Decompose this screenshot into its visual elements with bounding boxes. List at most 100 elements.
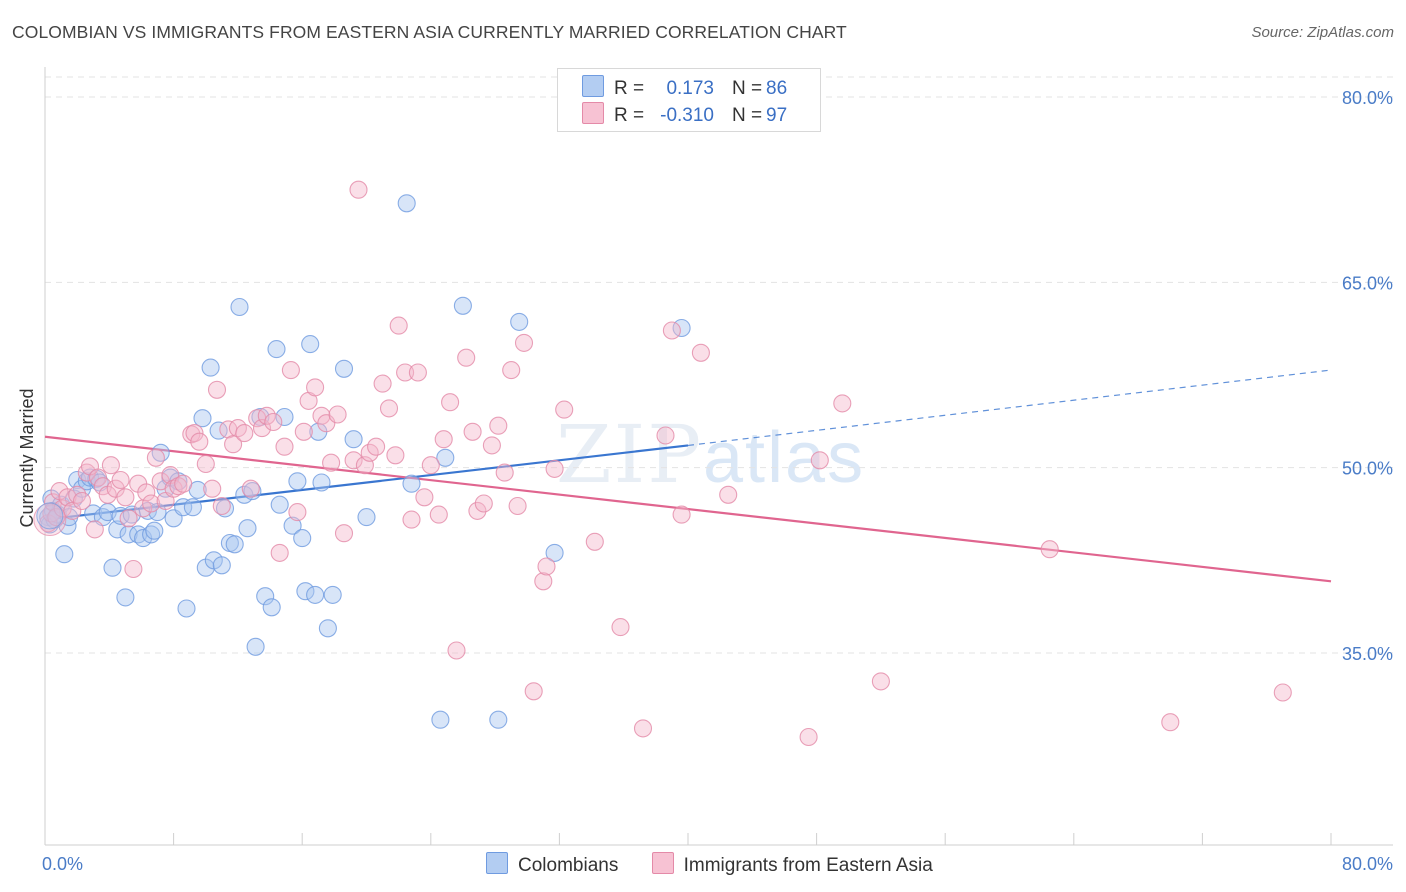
colombians-point xyxy=(318,619,337,638)
cluster-point xyxy=(33,503,67,537)
eastern-asia-point xyxy=(633,719,653,738)
colombians-point xyxy=(212,556,231,575)
colombians-point xyxy=(270,495,289,514)
x-tick-label: 0.0% xyxy=(42,854,83,874)
colombians-point xyxy=(145,521,164,540)
eastern-asia-point xyxy=(537,557,556,576)
colombians-point xyxy=(230,297,249,317)
eastern-asia-point xyxy=(396,363,415,382)
stats-legend: R = 0.173 N = 86 R = -0.310 N = 97 xyxy=(557,68,821,132)
eastern-asia-point xyxy=(611,618,630,637)
eastern-asia-point xyxy=(328,405,347,424)
eastern-asia-point xyxy=(322,453,341,472)
y-tick-label: 65.0% xyxy=(1342,273,1393,293)
r-value: 0.173 xyxy=(666,78,714,99)
eastern-asia-point xyxy=(235,424,254,443)
eastern-asia-point xyxy=(662,321,681,340)
eastern-asia-point xyxy=(408,363,427,382)
eastern-asia-point xyxy=(88,468,108,487)
r-label: R = xyxy=(614,105,645,126)
source-label: Source: ZipAtlas.com xyxy=(1251,24,1394,41)
eastern-asia-point xyxy=(545,459,564,478)
eastern-asia-point xyxy=(196,454,215,474)
colombians-point xyxy=(103,558,122,577)
watermark: ZIPatlas xyxy=(556,408,865,501)
stats-row-eastern-asia: R = -0.310 N = 97 xyxy=(582,102,787,128)
colombians-point xyxy=(545,543,564,562)
stats-row-colombians: R = 0.173 N = 86 xyxy=(582,75,787,101)
eastern-asia-point xyxy=(810,451,829,470)
colombians-point xyxy=(510,312,529,331)
eastern-asia-point xyxy=(281,361,300,380)
chart-title: COLOMBIAN VS IMMIGRANTS FROM EASTERN ASI… xyxy=(12,22,847,42)
eastern-asia-point xyxy=(306,378,325,397)
eastern-asia-point xyxy=(146,448,165,467)
n-value: 97 xyxy=(766,105,788,126)
eastern-asia-point xyxy=(482,436,501,455)
eastern-asia-point xyxy=(101,456,120,475)
colombians-point xyxy=(84,504,103,523)
eastern-asia-point xyxy=(169,477,188,496)
n-label: N = xyxy=(732,78,763,99)
eastern-asia-point xyxy=(429,505,448,524)
colombians-point xyxy=(293,529,312,548)
eastern-asia-point xyxy=(534,572,553,591)
x-tick-label: 80.0% xyxy=(1342,854,1393,874)
eastern-asia-point xyxy=(344,451,363,470)
pink-swatch xyxy=(651,852,674,874)
colombians-point xyxy=(312,473,331,492)
blue-swatch xyxy=(582,75,604,97)
eastern-asia-point xyxy=(1040,540,1059,559)
eastern-asia-point xyxy=(119,509,138,528)
eastern-asia-point xyxy=(288,503,307,522)
series-legend: Colombians Immigrants from Eastern Asia xyxy=(486,852,961,877)
eastern-asia-point xyxy=(514,333,534,352)
y-tick-label: 50.0% xyxy=(1342,459,1393,479)
eastern-asia-point xyxy=(190,432,209,451)
eastern-asia-point xyxy=(116,488,135,507)
eastern-asia-point xyxy=(207,380,227,399)
eastern-asia-point xyxy=(275,437,294,456)
colombians-trend-line xyxy=(44,444,689,521)
eastern-asia-point xyxy=(164,479,183,498)
eastern-asia-point xyxy=(672,505,691,524)
eastern-asia-point xyxy=(72,491,92,511)
eastern-asia-point xyxy=(489,416,508,435)
colombians-point xyxy=(246,637,265,656)
eastern-asia-point xyxy=(203,479,222,498)
colombians-point xyxy=(283,516,302,535)
legend-item-eastern-asia[interactable]: Immigrants from Eastern Asia xyxy=(651,852,933,877)
watermark-atlas: atlas xyxy=(703,418,866,498)
eastern-asia-point xyxy=(656,426,675,445)
colombians-point xyxy=(225,535,244,554)
pink-swatch xyxy=(582,102,604,124)
n-value: 86 xyxy=(766,78,788,99)
colombians-point xyxy=(238,519,257,538)
eastern-asia-point xyxy=(508,496,527,516)
legend-item-colombians[interactable]: Colombians xyxy=(486,852,618,877)
eastern-asia-point xyxy=(137,483,156,502)
axis-layer xyxy=(44,67,1393,846)
eastern-asia-point xyxy=(415,488,434,507)
eastern-asia-point xyxy=(871,672,890,691)
eastern-asia-point xyxy=(389,316,408,335)
eastern-asia-point xyxy=(585,532,604,551)
colombians-point xyxy=(402,474,421,493)
watermark-zip: ZIP xyxy=(556,408,704,501)
r-value: -0.310 xyxy=(660,105,714,126)
legend-label: Colombians xyxy=(518,855,619,876)
eastern-asia-point xyxy=(379,399,399,418)
colombians-point xyxy=(174,498,193,517)
colombians-trend-extension xyxy=(687,369,1332,447)
eastern-asia-point xyxy=(463,422,482,441)
eastern-asia-point xyxy=(212,496,231,516)
eastern-asia-point xyxy=(833,394,852,413)
colombians-point xyxy=(453,296,472,315)
colombians-point xyxy=(267,340,286,359)
colombians-point xyxy=(177,599,196,618)
n-label: N = xyxy=(732,105,763,126)
colombians-point xyxy=(215,499,235,518)
y-tick-label: 35.0% xyxy=(1342,644,1393,664)
colombians-point xyxy=(436,448,455,467)
